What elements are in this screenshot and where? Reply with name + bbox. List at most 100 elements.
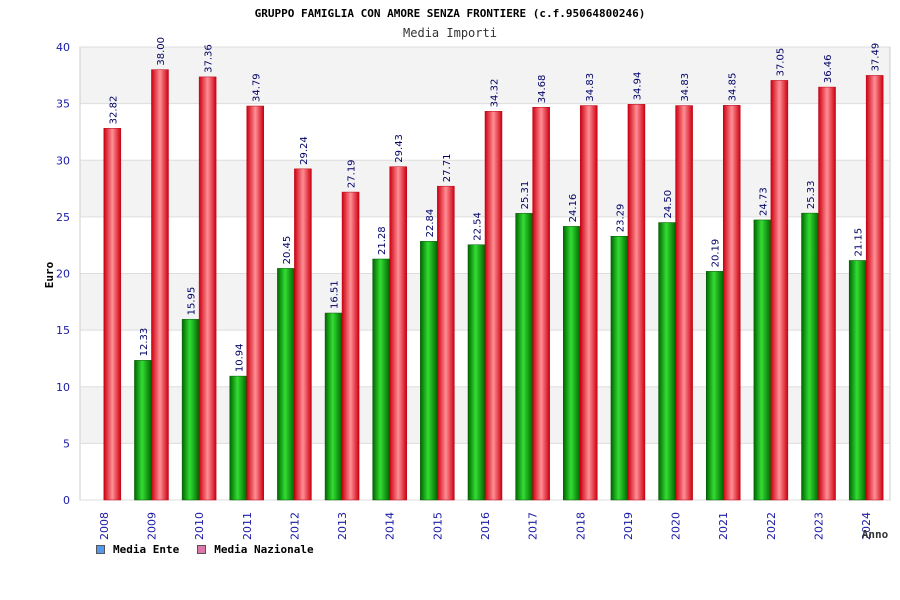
- bar-media-ente: [610, 235, 629, 501]
- legend-item-media-nazionale: Media Nazionale: [197, 543, 314, 556]
- bar-media-ente: [420, 241, 438, 501]
- data-label: 21.28: [377, 226, 388, 255]
- legend-label-media-ente: Media Ente: [113, 543, 180, 556]
- legend-item-media-ente: Media Ente: [96, 543, 179, 556]
- data-label: 32.82: [108, 96, 119, 125]
- data-label: 10.94: [234, 343, 245, 372]
- x-tick-label: 2011: [241, 512, 254, 540]
- x-tick-label: 2022: [765, 512, 778, 540]
- x-tick-label: 2018: [574, 512, 587, 540]
- value-labels: 32.82 12.33 38.00 15.95 37.36 10.94 34.79 20.45…: [108, 37, 881, 372]
- data-label: 34.83: [585, 73, 596, 102]
- x-tick-label: 2010: [193, 512, 206, 540]
- data-label: 36.46: [823, 54, 834, 83]
- bar-media-nazionale: [294, 168, 312, 501]
- data-label: 34.32: [490, 79, 501, 108]
- x-tick-label: 2020: [670, 512, 683, 540]
- legend: Media Ente Media Nazionale: [96, 543, 314, 556]
- bar-media-nazionale: [151, 69, 169, 501]
- x-tick-label: 2008: [98, 512, 111, 540]
- bar-media-nazionale: [722, 105, 741, 501]
- data-label: 29.24: [299, 136, 310, 165]
- x-tick-label: 2024: [860, 512, 873, 540]
- data-label: 21.15: [854, 228, 865, 257]
- bar-media-ente: [563, 226, 581, 501]
- bar-media-nazionale: [580, 105, 598, 501]
- y-tick-label: 0: [63, 494, 70, 507]
- bar-media-ente: [515, 213, 533, 501]
- data-label: 37.49: [871, 43, 882, 72]
- data-label: 12.33: [139, 328, 150, 357]
- legend-label-media-nazionale: Media Nazionale: [214, 543, 314, 556]
- y-tick-label: 25: [56, 211, 70, 224]
- data-label: 37.36: [204, 44, 215, 73]
- data-label: 25.31: [520, 181, 531, 210]
- bars: [103, 69, 884, 501]
- x-tick-label: 2012: [288, 512, 301, 540]
- bar-media-nazionale: [437, 185, 455, 501]
- data-label: 24.50: [663, 190, 674, 219]
- x-tick-label: 2017: [527, 512, 540, 540]
- chart-title: GRUPPO FAMIGLIA CON AMORE SENZA FRONTIER…: [255, 7, 646, 20]
- bar-media-nazionale: [341, 191, 360, 501]
- bar-media-ente: [181, 319, 200, 501]
- bar-media-ente: [753, 219, 772, 501]
- data-label: 27.71: [442, 154, 453, 183]
- x-tick-label: 2021: [717, 512, 730, 540]
- bar-media-ente: [134, 360, 152, 501]
- data-label: 15.95: [187, 287, 198, 316]
- bar-media-nazionale: [675, 105, 693, 501]
- chart-subtitle: Media Importi: [403, 26, 497, 40]
- x-tick-label: 2019: [622, 512, 635, 540]
- data-label: 25.33: [806, 180, 817, 209]
- x-axis: 2008 2009 2010 2011 2012 2013 2014 2015 2016 2017…: [98, 512, 873, 540]
- bar-media-nazionale: [103, 128, 122, 501]
- bar-media-ente: [229, 375, 248, 501]
- legend-swatch-media-nazionale: [197, 545, 207, 554]
- data-label: 34.85: [728, 73, 739, 102]
- bar-media-ente: [467, 244, 486, 501]
- bar-media-nazionale: [818, 86, 836, 501]
- x-axis-label: Anno: [862, 528, 889, 541]
- data-label: 23.29: [615, 204, 626, 233]
- x-tick-label: 2009: [145, 512, 158, 540]
- bar-media-ente: [324, 312, 343, 501]
- bar-media-ente: [705, 271, 724, 501]
- data-label: 27.19: [347, 159, 358, 188]
- y-tick-label: 10: [56, 381, 70, 394]
- bar-media-ente: [801, 212, 819, 501]
- data-label: 20.19: [711, 239, 722, 268]
- bar-media-ente: [372, 258, 390, 501]
- x-tick-label: 2015: [431, 512, 444, 540]
- data-label: 34.79: [251, 73, 262, 102]
- y-axis: 0 5 10 15 20 25 30 35 40: [56, 41, 70, 507]
- bar-media-nazionale: [627, 104, 646, 501]
- x-tick-label: 2023: [813, 512, 826, 540]
- bar-media-nazionale: [484, 111, 503, 501]
- bar-media-nazionale: [865, 75, 884, 501]
- data-label: 34.68: [537, 75, 548, 104]
- y-tick-label: 15: [56, 324, 70, 337]
- bar-media-nazionale: [770, 80, 789, 501]
- data-label: 22.54: [473, 212, 484, 241]
- data-label: 29.43: [394, 134, 405, 163]
- y-tick-label: 35: [56, 98, 70, 111]
- data-label: 34.83: [680, 73, 691, 102]
- y-tick-label: 30: [56, 154, 70, 167]
- data-label: 24.73: [758, 187, 769, 216]
- bar-media-ente: [277, 268, 295, 501]
- data-label: 20.45: [282, 236, 293, 265]
- x-tick-label: 2014: [384, 512, 397, 540]
- data-label: 38.00: [156, 37, 167, 66]
- data-label: 16.51: [330, 280, 341, 309]
- y-tick-label: 20: [56, 268, 70, 281]
- data-label: 37.05: [775, 48, 786, 77]
- bar-media-nazionale: [389, 166, 407, 501]
- y-axis-label: Euro: [43, 261, 56, 288]
- y-tick-label: 5: [63, 437, 70, 450]
- bar-media-nazionale: [246, 105, 265, 501]
- y-tick-label: 40: [56, 41, 70, 54]
- data-label: 22.84: [425, 209, 436, 238]
- bar-media-nazionale: [532, 106, 550, 501]
- x-tick-label: 2016: [479, 512, 492, 540]
